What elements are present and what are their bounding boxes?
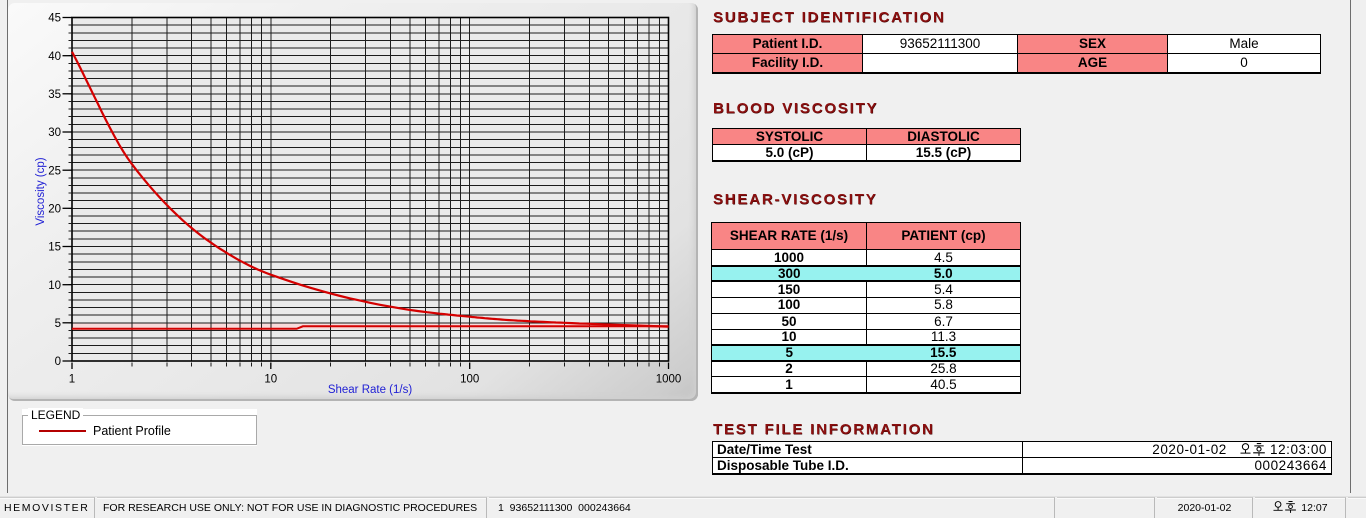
svg-text:10: 10 — [48, 280, 61, 292]
svg-text:0: 0 — [55, 356, 61, 368]
svg-text:5: 5 — [55, 318, 61, 330]
svg-text:35: 35 — [48, 89, 61, 101]
svg-text:25: 25 — [48, 165, 61, 177]
svg-text:100: 100 — [460, 374, 479, 386]
svg-text:Shear Rate (1/s): Shear Rate (1/s) — [328, 384, 413, 396]
svg-text:45: 45 — [48, 13, 61, 25]
svg-text:15: 15 — [48, 242, 61, 254]
svg-text:20: 20 — [48, 204, 61, 216]
svg-text:40: 40 — [48, 51, 61, 63]
svg-text:1000: 1000 — [656, 374, 682, 386]
svg-text:30: 30 — [48, 127, 61, 139]
svg-text:1: 1 — [69, 374, 75, 386]
svg-text:10: 10 — [264, 374, 277, 386]
svg-text:Viscosity (cp): Viscosity (cp) — [35, 157, 47, 225]
